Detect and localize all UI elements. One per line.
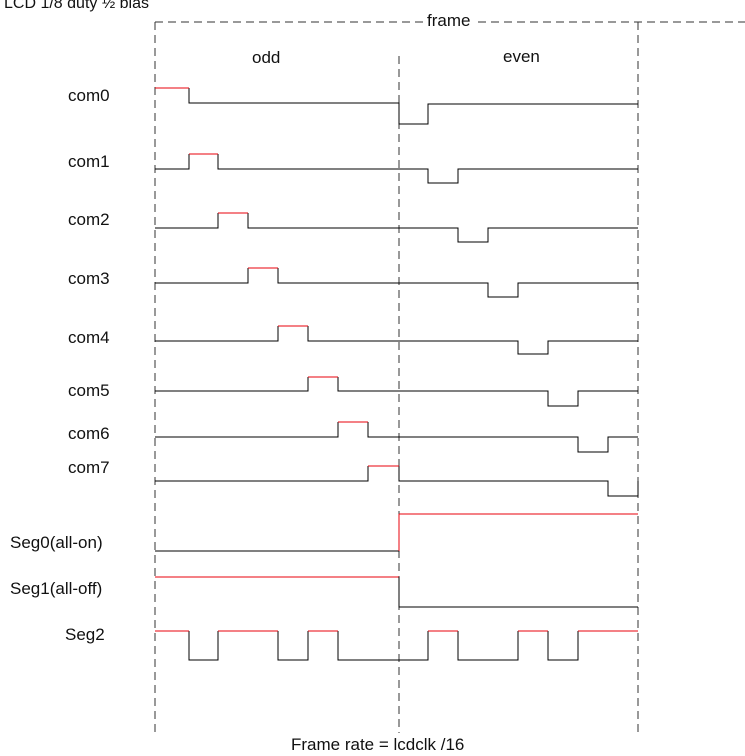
signal-label-com2: com2 bbox=[68, 210, 110, 229]
waveform-com4 bbox=[155, 325, 638, 355]
waveform-seg2 bbox=[155, 630, 638, 661]
even-label: even bbox=[503, 47, 540, 66]
signal-label-seg2: Seg2 bbox=[65, 625, 105, 644]
frame-label: frame bbox=[427, 11, 471, 30]
signal-label-seg1: Seg1(all-off) bbox=[10, 579, 103, 598]
waveform-seg1 bbox=[155, 576, 638, 608]
signal-label-com0: com0 bbox=[68, 86, 110, 105]
signal-label-com7: com7 bbox=[68, 458, 110, 477]
signal-label-com3: com3 bbox=[68, 269, 110, 288]
waveform-com1 bbox=[155, 153, 638, 184]
odd-label: odd bbox=[252, 48, 281, 67]
diagram-title: LCD 1/8 duty ½ bias bbox=[4, 0, 149, 12]
frame-rate-formula: Frame rate = lcdclk /16 bbox=[291, 735, 465, 754]
waveform-com5 bbox=[155, 376, 638, 407]
waveform-com6 bbox=[155, 421, 638, 453]
waveform-com0 bbox=[155, 87, 638, 125]
waveform-com2 bbox=[155, 212, 638, 243]
signal-label-seg0: Seg0(all-on) bbox=[10, 533, 103, 552]
signal-label-com6: com6 bbox=[68, 424, 110, 443]
waveform-seg0 bbox=[155, 513, 638, 552]
signal-label-com1: com1 bbox=[68, 152, 110, 171]
waveform-com3 bbox=[155, 267, 638, 298]
waveform-com7 bbox=[155, 465, 639, 497]
signal-label-com4: com4 bbox=[68, 328, 110, 347]
signal-label-com5: com5 bbox=[68, 381, 110, 400]
